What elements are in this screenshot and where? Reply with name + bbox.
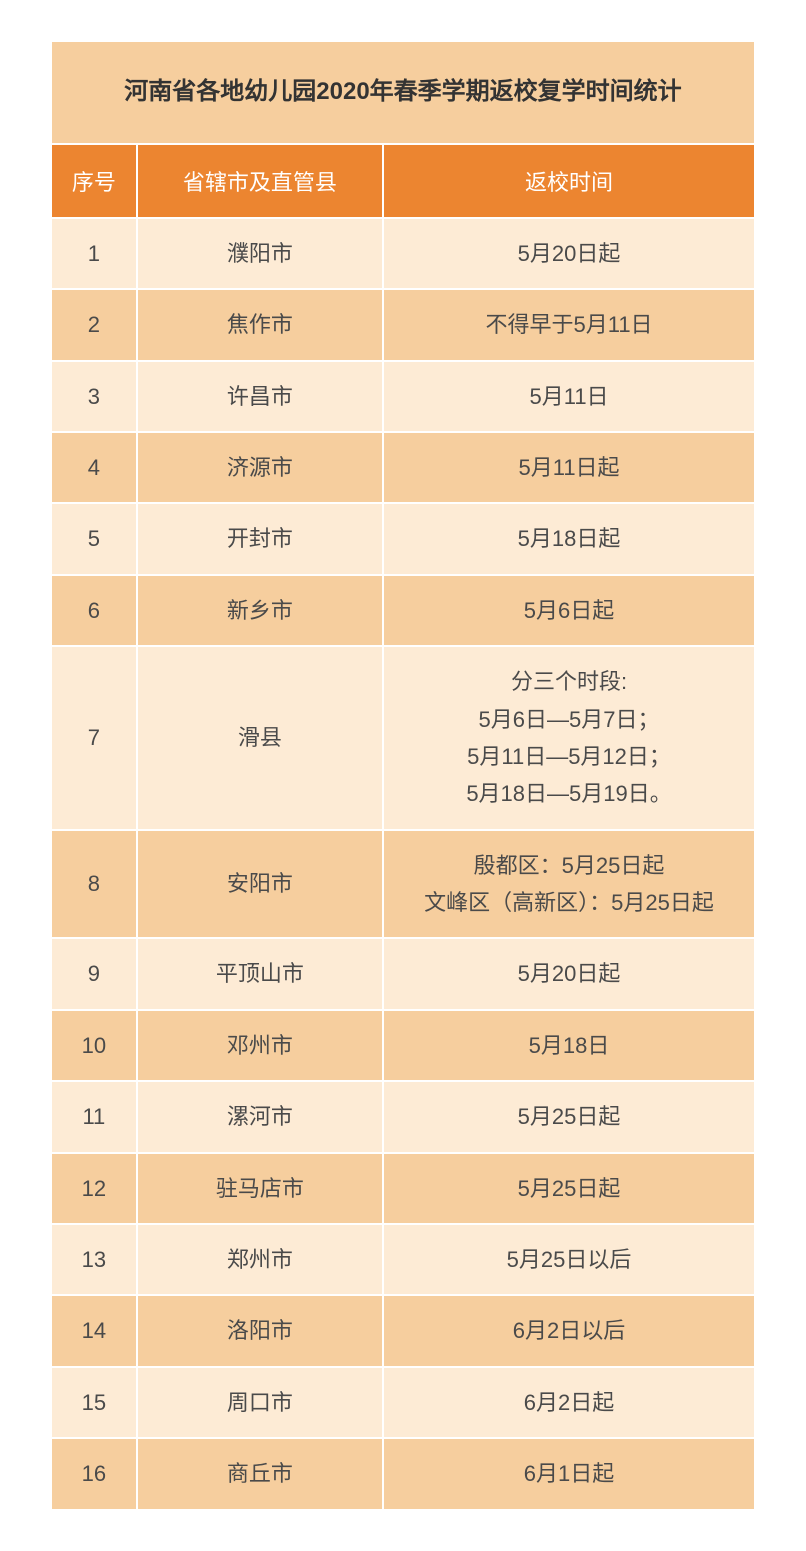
cell-date: 5月11日起 xyxy=(384,433,754,502)
cell-index: 11 xyxy=(52,1082,136,1151)
cell-city: 濮阳市 xyxy=(138,219,382,288)
cell-index: 15 xyxy=(52,1368,136,1437)
table-row: 7滑县分三个时段: 5月6日—5月7日； 5月11日—5月12日； 5月18日—… xyxy=(52,647,754,829)
col-header-date: 返校时间 xyxy=(384,145,754,217)
title-row: 河南省各地幼儿园2020年春季学期返校复学时间统计 xyxy=(52,42,754,143)
table-row: 4济源市5月11日起 xyxy=(52,433,754,502)
cell-date: 5月11日 xyxy=(384,362,754,431)
cell-city: 开封市 xyxy=(138,504,382,573)
col-header-index: 序号 xyxy=(52,145,136,217)
table-row: 10邓州市5月18日 xyxy=(52,1011,754,1080)
cell-index: 14 xyxy=(52,1296,136,1365)
table-row: 1濮阳市5月20日起 xyxy=(52,219,754,288)
cell-city: 郑州市 xyxy=(138,1225,382,1294)
cell-city: 焦作市 xyxy=(138,290,382,359)
table-row: 12驻马店市5月25日起 xyxy=(52,1154,754,1223)
cell-city: 济源市 xyxy=(138,433,382,502)
cell-date: 殷都区：5月25日起 文峰区（高新区）：5月25日起 xyxy=(384,831,754,938)
cell-date: 5月6日起 xyxy=(384,576,754,645)
cell-index: 10 xyxy=(52,1011,136,1080)
cell-index: 3 xyxy=(52,362,136,431)
cell-date: 5月25日以后 xyxy=(384,1225,754,1294)
cell-date: 5月18日 xyxy=(384,1011,754,1080)
cell-date: 5月25日起 xyxy=(384,1154,754,1223)
table-row: 6新乡市5月6日起 xyxy=(52,576,754,645)
cell-city: 新乡市 xyxy=(138,576,382,645)
cell-index: 4 xyxy=(52,433,136,502)
cell-index: 2 xyxy=(52,290,136,359)
table-row: 16商丘市6月1日起 xyxy=(52,1439,754,1508)
cell-city: 许昌市 xyxy=(138,362,382,431)
schedule-table: 河南省各地幼儿园2020年春季学期返校复学时间统计 序号 省辖市及直管县 返校时… xyxy=(50,40,756,1511)
table-row: 5开封市5月18日起 xyxy=(52,504,754,573)
table-row: 2焦作市不得早于5月11日 xyxy=(52,290,754,359)
cell-city: 邓州市 xyxy=(138,1011,382,1080)
cell-city: 滑县 xyxy=(138,647,382,829)
table-row: 14洛阳市6月2日以后 xyxy=(52,1296,754,1365)
cell-index: 16 xyxy=(52,1439,136,1508)
cell-city: 平顶山市 xyxy=(138,939,382,1008)
cell-index: 1 xyxy=(52,219,136,288)
cell-city: 商丘市 xyxy=(138,1439,382,1508)
cell-city: 漯河市 xyxy=(138,1082,382,1151)
cell-date: 5月18日起 xyxy=(384,504,754,573)
cell-date: 5月20日起 xyxy=(384,939,754,1008)
cell-index: 5 xyxy=(52,504,136,573)
table-row: 11漯河市5月25日起 xyxy=(52,1082,754,1151)
table-row: 9平顶山市5月20日起 xyxy=(52,939,754,1008)
cell-date: 6月2日以后 xyxy=(384,1296,754,1365)
cell-date: 不得早于5月11日 xyxy=(384,290,754,359)
cell-date: 6月1日起 xyxy=(384,1439,754,1508)
cell-date: 分三个时段: 5月6日—5月7日； 5月11日—5月12日； 5月18日—5月1… xyxy=(384,647,754,829)
cell-date: 5月20日起 xyxy=(384,219,754,288)
header-row: 序号 省辖市及直管县 返校时间 xyxy=(52,145,754,217)
cell-index: 9 xyxy=(52,939,136,1008)
cell-city: 驻马店市 xyxy=(138,1154,382,1223)
col-header-city: 省辖市及直管县 xyxy=(138,145,382,217)
cell-city: 周口市 xyxy=(138,1368,382,1437)
table-row: 3许昌市5月11日 xyxy=(52,362,754,431)
cell-index: 7 xyxy=(52,647,136,829)
table-title: 河南省各地幼儿园2020年春季学期返校复学时间统计 xyxy=(52,42,754,143)
cell-city: 安阳市 xyxy=(138,831,382,938)
cell-index: 13 xyxy=(52,1225,136,1294)
cell-index: 8 xyxy=(52,831,136,938)
cell-date: 6月2日起 xyxy=(384,1368,754,1437)
cell-index: 6 xyxy=(52,576,136,645)
table-row: 8安阳市殷都区：5月25日起 文峰区（高新区）：5月25日起 xyxy=(52,831,754,938)
table-row: 13郑州市5月25日以后 xyxy=(52,1225,754,1294)
cell-index: 12 xyxy=(52,1154,136,1223)
table-row: 15周口市6月2日起 xyxy=(52,1368,754,1437)
cell-date: 5月25日起 xyxy=(384,1082,754,1151)
cell-city: 洛阳市 xyxy=(138,1296,382,1365)
